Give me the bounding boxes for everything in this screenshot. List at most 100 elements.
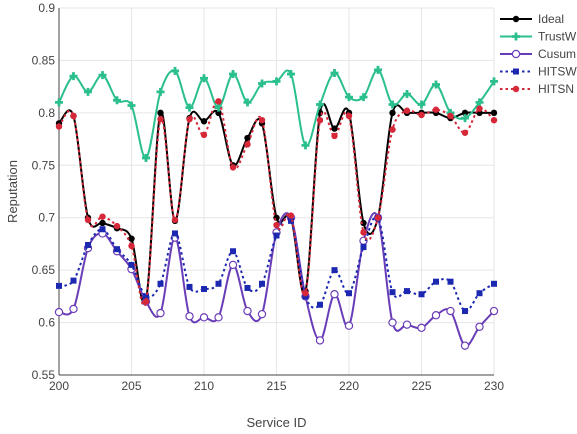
data-point-trustws: [258, 79, 266, 88]
data-point-trustws: [171, 66, 179, 75]
x-tick-label: 225: [411, 379, 431, 393]
data-point-hitsn: [360, 229, 367, 236]
data-point-cusum: [330, 290, 339, 299]
data-point-trustws: [374, 65, 382, 74]
data-point-trustws: [98, 71, 107, 80]
x-tick-label: 210: [194, 379, 214, 393]
data-point-hitsn: [142, 298, 150, 305]
data-point-hitsw: [476, 290, 483, 297]
data-point-trustws: [301, 141, 310, 150]
data-point-hitsw: [433, 278, 439, 285]
data-point-hitsw: [418, 291, 425, 298]
data-point-cusum: [156, 308, 165, 318]
y-tick-label: 0.85: [32, 53, 56, 67]
data-point-hitsw: [157, 280, 164, 287]
data-point-hitsw: [273, 232, 280, 239]
legend-label: HITSN: [538, 82, 574, 96]
data-point-cusum: [446, 306, 455, 316]
data-point-hitsn: [273, 221, 280, 229]
series-hitsw: [56, 214, 497, 315]
series-hitsn: [55, 98, 498, 307]
x-tick-label: 215: [266, 379, 286, 393]
data-point-hitsn: [331, 132, 338, 140]
data-point-hitsw: [491, 280, 497, 287]
data-point-cusum: [228, 260, 238, 270]
data-point-trustws: [200, 74, 208, 83]
data-point-hitsw: [389, 289, 396, 296]
legend-marker: [512, 15, 520, 23]
data-point-cusum: [388, 318, 397, 327]
data-point-trustws: [359, 93, 368, 102]
data-point-hitsw: [230, 248, 236, 255]
data-point-hitsw: [201, 286, 207, 293]
data-point-hitsn: [490, 116, 498, 124]
data-point-hitsn: [229, 164, 237, 171]
data-point-hitsw: [128, 261, 135, 268]
data-point-hitsw: [114, 246, 120, 253]
data-point-trustws: [229, 70, 237, 79]
data-point-hitsn: [316, 116, 324, 124]
data-point-hitsn: [113, 222, 121, 230]
data-point-cusum: [185, 312, 194, 321]
data-point-hitsn: [200, 131, 208, 139]
data-point-hitsw: [404, 288, 410, 295]
data-point-hitsw: [172, 230, 178, 237]
data-point-trustws: [461, 114, 469, 123]
data-point-hitsn: [302, 290, 309, 297]
data-point-hitsn: [461, 129, 469, 136]
grid-lines: [59, 7, 495, 375]
data-point-cusum: [69, 304, 78, 314]
y-tick-label: 0.65: [32, 263, 56, 277]
data-point-hitsw: [317, 301, 323, 308]
data-point-cusum: [402, 320, 412, 329]
data-point-hitsw: [143, 293, 149, 300]
legend[interactable]: Ideal TrustWS Cusum HITSW HITSN: [500, 12, 577, 96]
data-point-hitsw: [56, 282, 62, 289]
data-point-trustws: [417, 100, 426, 109]
tick-labels: 0.55 0.6 0.65 0.7 0.75 0.8 0.85 0.9 200 205 210 215…: [32, 1, 505, 393]
data-point-trustws: [316, 100, 324, 109]
data-point-hitsn: [403, 107, 411, 114]
data-point-trustws: [55, 98, 63, 107]
data-point-cusum: [243, 306, 252, 316]
legend-label: TrustWS: [538, 30, 577, 44]
legend-label: Ideal: [538, 12, 564, 26]
y-tick-label: 0.55: [32, 368, 56, 382]
data-point-hitsn: [287, 212, 295, 219]
data-point-cusum: [257, 309, 267, 319]
data-point-ideal: [331, 125, 338, 132]
data-point-cusum: [431, 311, 441, 320]
data-point-hitsn: [374, 214, 382, 221]
data-point-ideal: [200, 118, 208, 125]
data-point-hitsw: [70, 277, 77, 284]
data-point-hitsw: [259, 280, 265, 287]
data-point-hitsn: [186, 115, 193, 123]
legend-marker: [511, 49, 521, 59]
legend-marker: [512, 85, 520, 93]
data-point-trustws: [243, 98, 252, 107]
data-point-trustws: [214, 103, 223, 112]
y-tick-label: 0.75: [32, 158, 56, 172]
data-point-cusum: [344, 321, 354, 330]
data-point-hitsw: [331, 267, 338, 274]
data-point-ideal: [157, 109, 164, 117]
data-point-trustws: [287, 70, 295, 79]
legend-item-trustws[interactable]: TrustWS: [500, 30, 577, 44]
data-point-cusum: [315, 336, 325, 345]
x-tick-label: 230: [484, 379, 504, 393]
legend-item-cusum[interactable]: Cusum: [500, 47, 576, 61]
y-tick-label: 0.7: [38, 211, 55, 225]
data-point-trustws: [185, 103, 194, 112]
data-point-hitsn: [447, 112, 454, 120]
data-point-hitsn: [389, 126, 396, 133]
data-point-trustws: [127, 101, 136, 110]
data-point-hitsw: [186, 283, 193, 290]
y-tick-label: 0.8: [38, 106, 55, 120]
legend-item-ideal[interactable]: Ideal: [500, 12, 564, 26]
data-point-trustws: [84, 87, 92, 96]
data-point-hitsw: [447, 278, 454, 285]
legend-item-hitsn[interactable]: HITSN: [500, 82, 574, 96]
data-point-hitsw: [360, 244, 367, 251]
legend-item-hitsw[interactable]: HITSW: [500, 65, 577, 79]
